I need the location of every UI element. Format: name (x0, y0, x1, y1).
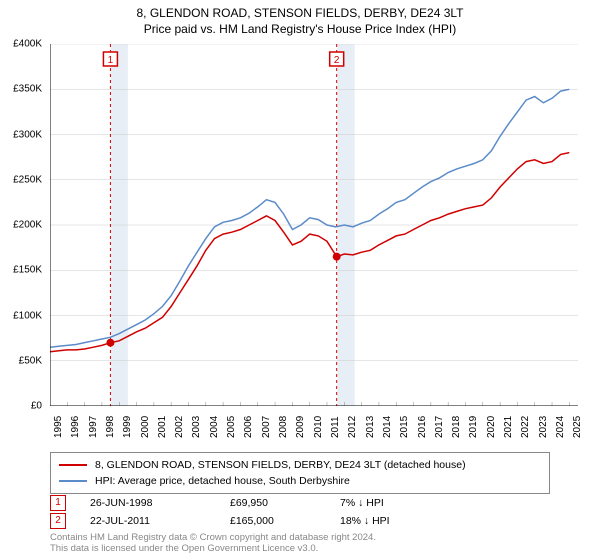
y-tick-label: £50K (19, 355, 42, 366)
y-tick-label: £350K (13, 84, 42, 95)
x-tick-label: 2023 (538, 416, 549, 438)
x-tick-label: 2002 (174, 416, 185, 438)
sale-marker-num: 2 (334, 55, 340, 66)
x-tick-label: 2009 (295, 416, 306, 438)
sale-badge: 2 (50, 513, 66, 529)
x-tick-label: 2015 (399, 416, 410, 438)
legend: 8, GLENDON ROAD, STENSON FIELDS, DERBY, … (50, 452, 550, 494)
y-tick-label: £300K (13, 129, 42, 140)
legend-swatch-1 (59, 464, 87, 466)
x-tick-label: 2019 (468, 416, 479, 438)
chart-container: 8, GLENDON ROAD, STENSON FIELDS, DERBY, … (0, 0, 600, 560)
y-tick-label: £400K (13, 39, 42, 50)
x-tick-label: 1996 (70, 416, 81, 438)
x-tick-label: 2018 (451, 416, 462, 438)
chart-title: 8, GLENDON ROAD, STENSON FIELDS, DERBY, … (0, 6, 600, 20)
x-tick-label: 2005 (226, 416, 237, 438)
sale-price: £165,000 (230, 515, 340, 527)
sale-date: 26-JUN-1998 (90, 497, 230, 509)
sale-delta: 18% ↓ HPI (340, 515, 450, 527)
x-tick-label: 2006 (243, 416, 254, 438)
x-tick-label: 2000 (140, 416, 151, 438)
x-tick-label: 2003 (191, 416, 202, 438)
x-tick-label: 1997 (88, 416, 99, 438)
x-tick-label: 2024 (555, 416, 566, 438)
y-tick-label: £250K (13, 174, 42, 185)
y-tick-label: £150K (13, 265, 42, 276)
legend-item-2: HPI: Average price, detached house, Sout… (59, 473, 541, 489)
legend-label-1: 8, GLENDON ROAD, STENSON FIELDS, DERBY, … (95, 459, 466, 471)
x-tick-label: 2022 (520, 416, 531, 438)
sale-delta: 7% ↓ HPI (340, 497, 450, 509)
sale-date: 22-JUL-2011 (90, 515, 230, 527)
x-tick-label: 2025 (572, 416, 583, 438)
x-tick-label: 2010 (313, 416, 324, 438)
x-tick-label: 1998 (105, 416, 116, 438)
footer: Contains HM Land Registry data © Crown c… (50, 532, 376, 555)
x-tick-label: 2014 (382, 416, 393, 438)
sale-marker-num: 1 (108, 55, 114, 66)
sales-table: 1 26-JUN-1998£69,9507% ↓ HPI 2 22-JUL-2011£… (50, 494, 450, 530)
y-tick-label: £200K (13, 220, 42, 231)
x-tick-label: 1995 (53, 416, 64, 438)
sale-row: 1 26-JUN-1998£69,9507% ↓ HPI (50, 494, 450, 512)
x-tick-label: 2012 (347, 416, 358, 438)
x-tick-label: 2013 (365, 416, 376, 438)
x-tick-label: 2008 (278, 416, 289, 438)
legend-item-1: 8, GLENDON ROAD, STENSON FIELDS, DERBY, … (59, 457, 541, 473)
chart-plot: 12 (50, 44, 578, 406)
y-tick-label: £0 (31, 401, 42, 412)
legend-label-2: HPI: Average price, detached house, Sout… (95, 475, 350, 487)
y-tick-label: £100K (13, 310, 42, 321)
chart-subtitle: Price paid vs. HM Land Registry's House … (0, 22, 600, 36)
footer-line-1: Contains HM Land Registry data © Crown c… (50, 532, 376, 543)
footer-line-2: This data is licensed under the Open Gov… (50, 543, 376, 554)
title-block: 8, GLENDON ROAD, STENSON FIELDS, DERBY, … (0, 0, 600, 36)
sale-row: 2 22-JUL-2011£165,00018% ↓ HPI (50, 512, 450, 530)
x-tick-label: 2001 (157, 416, 168, 438)
legend-swatch-2 (59, 480, 87, 482)
y-axis: £0£50K£100K£150K£200K£250K£300K£350K£400… (0, 44, 48, 406)
x-tick-label: 2016 (417, 416, 428, 438)
x-tick-label: 2007 (261, 416, 272, 438)
sale-badge: 1 (50, 495, 66, 511)
x-tick-label: 1999 (122, 416, 133, 438)
sale-price: £69,950 (230, 497, 340, 509)
x-tick-label: 2020 (486, 416, 497, 438)
x-tick-label: 2011 (330, 416, 341, 438)
x-tick-label: 2004 (209, 416, 220, 438)
x-axis: 1995 1996 1997 1998 1999 2000 2001 2002 2003 2004… (50, 408, 578, 448)
x-tick-label: 2021 (503, 416, 514, 438)
x-tick-label: 2017 (434, 416, 445, 438)
